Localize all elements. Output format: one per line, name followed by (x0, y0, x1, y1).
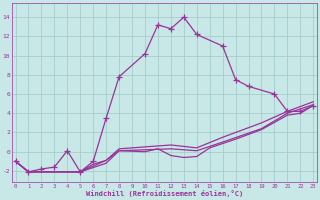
X-axis label: Windchill (Refroidissement éolien,°C): Windchill (Refroidissement éolien,°C) (86, 190, 243, 197)
